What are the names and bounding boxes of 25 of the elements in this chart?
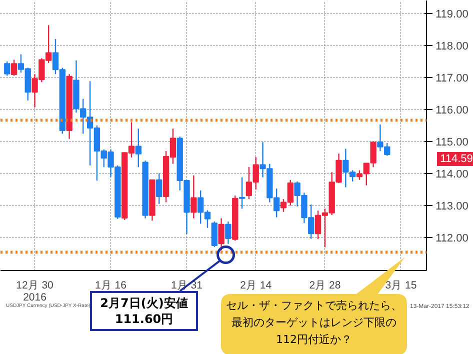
candlestick — [4, 60, 10, 76]
text: 114.59 — [437, 152, 473, 166]
y-tick-label: 119.00 — [436, 8, 468, 20]
y-tick-label: 112.00 — [436, 232, 468, 245]
candlestick — [10, 59, 18, 76]
y-tick-label: 114.00 — [436, 168, 468, 180]
y-tick-label: 113.00 — [436, 200, 468, 212]
candlestick — [218, 218, 224, 251]
candlestick — [211, 220, 218, 248]
x-tick-label: 2月 28 — [309, 280, 341, 292]
x-tick-label: 1月 16 — [95, 280, 127, 292]
candlestick — [135, 128, 142, 168]
y-tick-label: 115.00 — [436, 136, 468, 148]
candlestick — [190, 174, 197, 219]
x-tick-label: 12月 30 2016 — [16, 280, 54, 304]
candlestick — [225, 220, 232, 245]
x-tick-label: 2月 14 — [240, 280, 272, 292]
candlestick — [238, 176, 246, 210]
text: セル・ザ・ファクトで売られたら、最初のターゲットはレンジ下限の112円付近か？ — [224, 298, 403, 348]
candlestick — [156, 172, 162, 204]
y-tick-label: 118.00 — [436, 40, 468, 52]
text: 2月7日(火)安値 111.60円 — [90, 291, 198, 331]
x-tick-label: 3月 15 — [385, 280, 417, 292]
y-tick-label: 117.00 — [436, 72, 468, 84]
y-tick-label: 116.00 — [436, 104, 468, 116]
